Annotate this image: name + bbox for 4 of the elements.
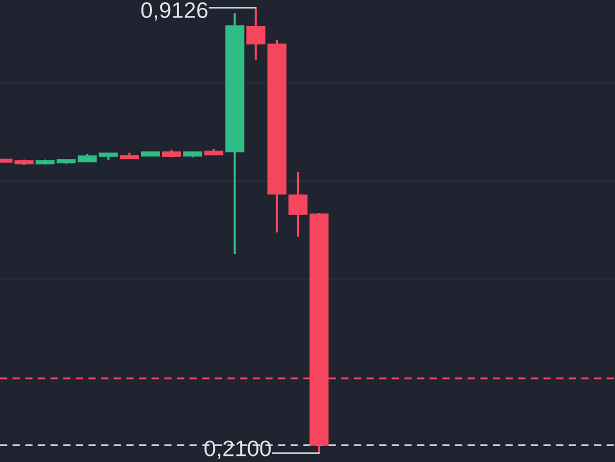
candlestick bbox=[288, 171, 308, 238]
annotation: 0,9126 bbox=[141, 2, 208, 21]
candlestick bbox=[246, 6, 266, 61]
annotation: 0,2100 bbox=[204, 440, 271, 459]
